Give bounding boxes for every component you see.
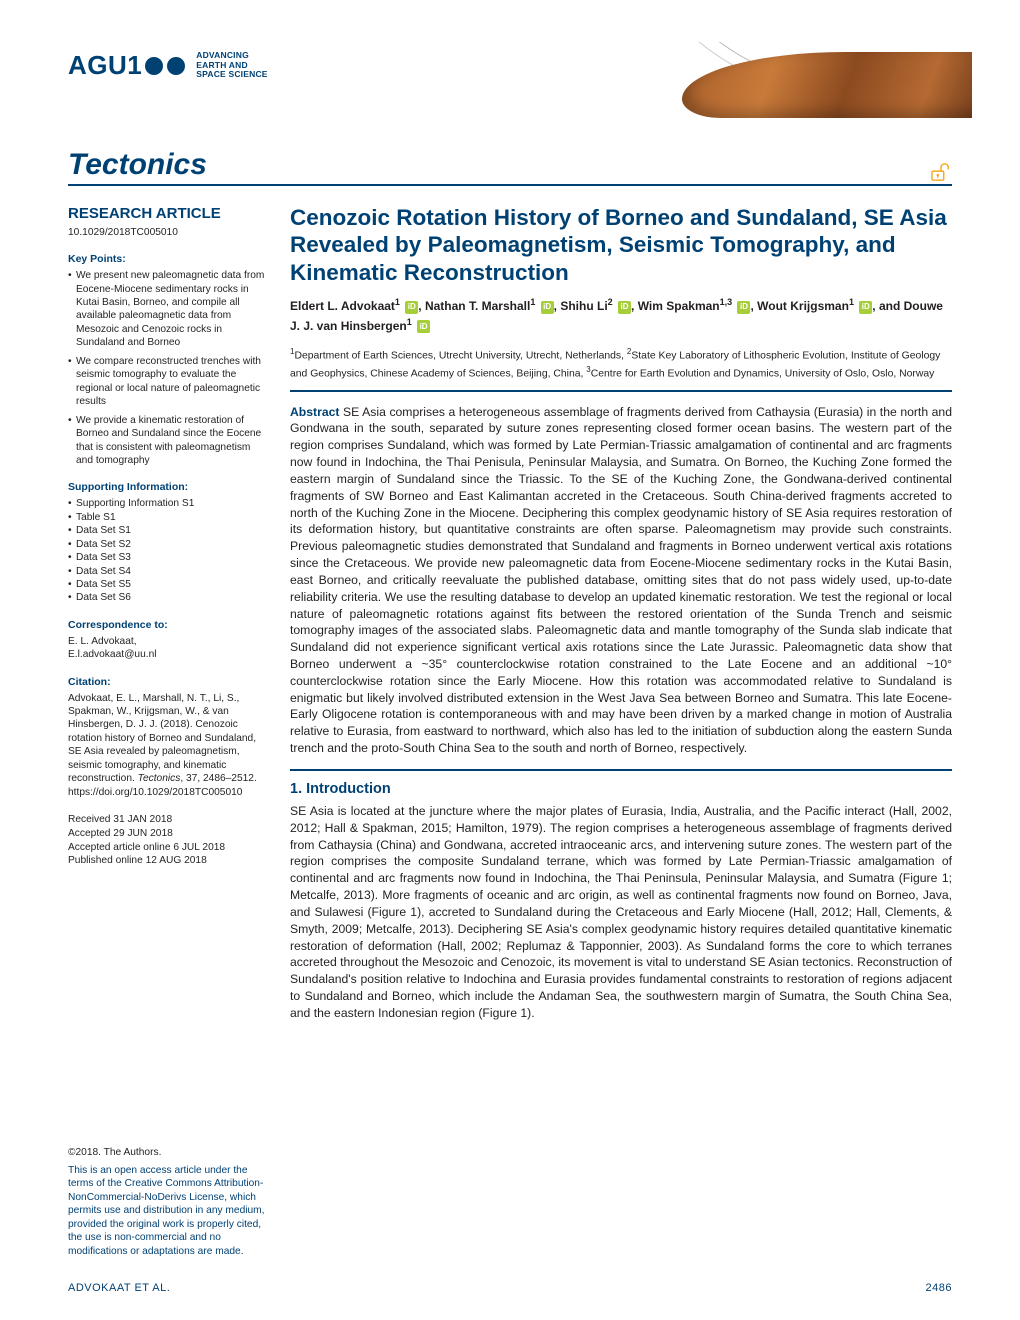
supporting-info-heading: Supporting Information: — [68, 481, 268, 495]
key-point-item: We compare reconstructed trenches with s… — [68, 355, 268, 409]
copyright-block: ©2018. The Authors. This is an open acce… — [68, 1146, 268, 1258]
orcid-icon[interactable]: iD — [737, 301, 750, 314]
section-title: 1. Introduction — [290, 781, 952, 797]
sidebar: RESEARCH ARTICLE 10.1029/2018TC005010 Ke… — [68, 204, 268, 1022]
main-content: Cenozoic Rotation History of Borneo and … — [290, 204, 952, 1022]
supporting-info-item[interactable]: Data Set S5 — [68, 578, 268, 591]
key-points-heading: Key Points: — [68, 253, 268, 267]
abstract: Abstract SE Asia comprises a heterogeneo… — [290, 404, 952, 757]
author-list: Eldert L. Advokaat1 iD, Nathan T. Marsha… — [290, 296, 952, 335]
citation-journal: Tectonics — [138, 773, 181, 784]
footer-author: ADVOKAAT ET AL. — [68, 1282, 170, 1294]
supporting-info-item[interactable]: Data Set S3 — [68, 551, 268, 564]
date-published: Published online 12 AUG 2018 — [68, 854, 268, 868]
supporting-info-list: Supporting Information S1Table S1Data Se… — [68, 497, 268, 605]
abstract-body: SE Asia comprises a heterogeneous assemb… — [290, 405, 952, 756]
open-access-lock-icon — [930, 162, 952, 182]
key-points-list: We present new paleomagnetic data from E… — [68, 269, 268, 467]
journal-title: Tectonics — [68, 148, 207, 182]
logo-globe-icon — [145, 57, 163, 75]
orcid-icon[interactable]: iD — [859, 301, 872, 314]
supporting-info-item[interactable]: Data Set S2 — [68, 538, 268, 551]
agu-logo-text: AGU1 — [68, 50, 188, 81]
logo-globe-icon — [167, 57, 185, 75]
correspondence-email[interactable]: E.l.advokaat@uu.nl — [68, 648, 268, 661]
header: AGU1 ADVANCING EARTH AND SPACE SCIENCE — [68, 50, 952, 146]
doi: 10.1029/2018TC005010 — [68, 226, 268, 239]
supporting-info-item[interactable]: Supporting Information S1 — [68, 497, 268, 510]
article-title: Cenozoic Rotation History of Borneo and … — [290, 204, 952, 286]
logo-tagline: ADVANCING EARTH AND SPACE SCIENCE — [196, 51, 267, 79]
journal-bar: Tectonics — [68, 148, 952, 186]
author: Nathan T. Marshall1 — [425, 299, 539, 313]
author: Wim Spakman1,3 — [638, 299, 736, 313]
author: Shihu Li2 — [560, 299, 616, 313]
key-point-item: We provide a kinematic restoration of Bo… — [68, 414, 268, 468]
date-accepted: Accepted 29 JUN 2018 — [68, 827, 268, 841]
supporting-info-item[interactable]: Data Set S6 — [68, 591, 268, 604]
orcid-icon[interactable]: iD — [618, 301, 631, 314]
key-point-item: We present new paleomagnetic data from E… — [68, 269, 268, 350]
abstract-label: Abstract — [290, 405, 339, 419]
orcid-icon[interactable]: iD — [541, 301, 554, 314]
supporting-info-item[interactable]: Table S1 — [68, 511, 268, 524]
supporting-info-item[interactable]: Data Set S4 — [68, 565, 268, 578]
page-number: 2486 — [926, 1282, 952, 1294]
affiliations: 1Department of Earth Sciences, Utrecht U… — [290, 346, 952, 392]
tagline-line: SPACE SCIENCE — [196, 70, 267, 79]
introduction-body: SE Asia is located at the juncture where… — [290, 803, 952, 1022]
citation-text: Advokaat, E. L., Marshall, N. T., Li, S.… — [68, 692, 268, 800]
author: Wout Krijgsman1 — [757, 299, 857, 313]
orcid-icon[interactable]: iD — [417, 320, 430, 333]
license-text: This is an open access article under the… — [68, 1164, 268, 1258]
article-dates: Received 31 JAN 2018 Accepted 29 JUN 201… — [68, 813, 268, 868]
orcid-icon[interactable]: iD — [405, 301, 418, 314]
page-footer: ADVOKAAT ET AL. 2486 — [68, 1282, 952, 1294]
citation-heading: Citation: — [68, 676, 268, 690]
date-accepted-online: Accepted article online 6 JUL 2018 — [68, 841, 268, 855]
logo-prefix: AGU1 — [68, 50, 142, 81]
date-received: Received 31 JAN 2018 — [68, 813, 268, 827]
hero-banner-image — [612, 42, 972, 120]
author: Eldert L. Advokaat1 — [290, 299, 403, 313]
citation-body: Advokaat, E. L., Marshall, N. T., Li, S.… — [68, 693, 256, 785]
copyright-line: ©2018. The Authors. — [68, 1146, 268, 1159]
supporting-info-item[interactable]: Data Set S1 — [68, 524, 268, 537]
article-type: RESEARCH ARTICLE — [68, 204, 268, 224]
section-rule — [290, 769, 952, 771]
correspondence-name: E. L. Advokaat, — [68, 635, 268, 648]
correspondence-heading: Correspondence to: — [68, 619, 268, 633]
